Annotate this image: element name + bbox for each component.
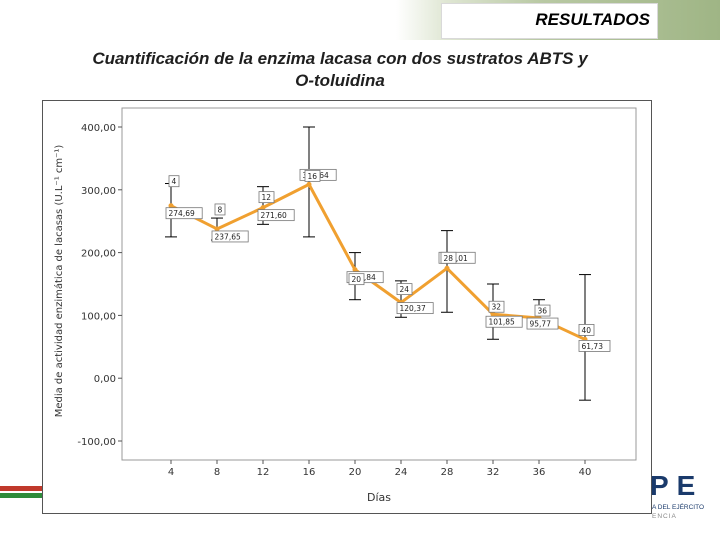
y-tick-label: 100,00 [81, 311, 116, 322]
data-value-box [211, 230, 249, 243]
data-point [306, 181, 312, 187]
data-point [260, 205, 266, 211]
count-label-box [258, 191, 275, 204]
data-value-box [257, 209, 295, 222]
count-label-box [534, 304, 551, 317]
count-label: 28 [444, 254, 454, 263]
data-point [352, 267, 358, 273]
data-point [444, 265, 450, 271]
x-axis: 4 8 12 16 20 24 28 32 36 40 [168, 460, 592, 478]
count-label-box [440, 251, 457, 264]
data-value-box [346, 271, 384, 284]
data-value-label: 271,60 [261, 211, 287, 220]
count-label-box [578, 324, 595, 336]
y-tick-label: 400,00 [81, 123, 116, 134]
count-label: 20 [352, 275, 362, 284]
data-value-label: 120,37 [400, 304, 426, 313]
x-tick-label: 4 [168, 467, 174, 478]
plot-area [121, 107, 637, 461]
y-axis-label: Media de actividad enzimática de lacasas… [53, 145, 65, 418]
data-value-box [526, 317, 559, 330]
x-tick-label: 32 [487, 467, 500, 478]
count-label: 32 [492, 303, 502, 312]
data-point [168, 203, 174, 209]
data-labels: 274,694237,658271,6012308,6416172,842012… [165, 168, 611, 352]
y-tick-label: 200,00 [81, 249, 116, 260]
logo-text-line-1: A DEL EJÉRCITO [652, 504, 705, 511]
stripe-green [0, 493, 44, 498]
y-tick-label: 0,00 [94, 374, 116, 385]
count-label-box [488, 300, 505, 313]
logo-letters: PE [650, 470, 704, 501]
count-label: 16 [308, 172, 318, 181]
x-tick-label: 8 [214, 467, 220, 478]
y-tick-label: -100,00 [77, 437, 116, 448]
count-label: 24 [400, 285, 410, 294]
institution-logo: PE A DEL EJÉRCITO ENCIA [646, 468, 720, 528]
data-value-box [396, 302, 434, 315]
y-tick-label: 300,00 [81, 186, 116, 197]
count-label: 36 [538, 307, 548, 316]
count-label-box [168, 175, 180, 188]
data-point [214, 226, 220, 232]
count-label: 12 [262, 193, 272, 202]
x-tick-label: 24 [395, 467, 408, 478]
slide-title: Cuantificación de la enzima lacasa con d… [0, 48, 680, 92]
count-label: 40 [582, 326, 592, 335]
slide-title-line-2: O-toluidina [295, 71, 385, 90]
data-value-label: 101,85 [489, 318, 515, 327]
x-tick-label: 28 [441, 467, 454, 478]
x-axis-label: Días [367, 491, 391, 504]
x-tick-label: 12 [257, 467, 270, 478]
logo-text-line-2: ENCIA [652, 513, 677, 520]
count-label-box [348, 273, 365, 286]
data-value-label: 274,69 [169, 209, 195, 218]
data-value-box [438, 251, 476, 264]
count-label-box [214, 203, 226, 216]
stripe-red [0, 486, 44, 491]
data-value-box [578, 340, 611, 352]
slide-title-line-1: Cuantificación de la enzima lacasa con d… [92, 49, 588, 68]
chart-frame: -100,00 0,00 100,00 200,00 300,00 400,00 4 8 12… [42, 100, 652, 514]
header-title: RESULTADOS [535, 10, 650, 29]
x-tick-label: 40 [579, 467, 592, 478]
x-tick-label: 16 [303, 467, 316, 478]
data-value-box [165, 207, 203, 220]
x-tick-label: 20 [349, 467, 362, 478]
data-value-label: 237,65 [215, 232, 241, 241]
data-value-box [485, 315, 523, 328]
count-label-box [304, 169, 321, 182]
x-tick-label: 36 [533, 467, 546, 478]
y-axis: -100,00 0,00 100,00 200,00 300,00 400,00 [77, 123, 122, 448]
data-value-label: 95,77 [530, 320, 552, 329]
count-label: 8 [218, 205, 223, 214]
header-box [441, 3, 658, 39]
count-label: 4 [172, 177, 177, 186]
side-stripes [0, 486, 44, 516]
data-point [490, 311, 496, 317]
chart-svg: -100,00 0,00 100,00 200,00 300,00 400,00 4 8 12… [53, 107, 637, 504]
data-value-label: 61,73 [582, 342, 604, 351]
count-label-box [396, 283, 413, 296]
